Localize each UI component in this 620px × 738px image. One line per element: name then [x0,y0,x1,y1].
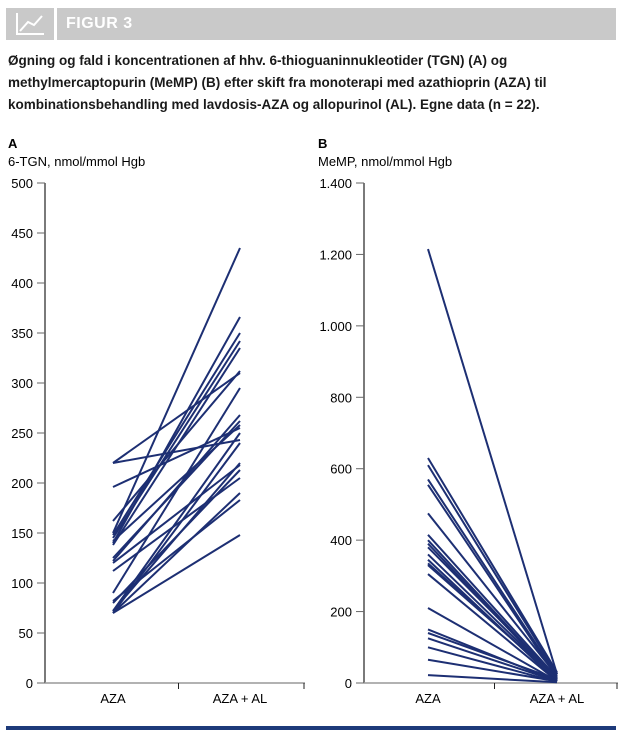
y-tick-label-pa: 100 [11,576,33,591]
y-tick-label-pa: 400 [11,276,33,291]
y-tick-label-pa: 300 [11,376,33,391]
y-tick-label-pb: 1.200 [319,247,352,262]
series-line-pb [427,512,558,677]
header-divider [54,8,57,40]
y-tick-label-pb: 200 [330,605,352,620]
y-tick-label-pb: 800 [330,390,352,405]
y-tick-label-pb: 1.000 [319,319,352,334]
series-line-pa [112,442,241,614]
series-line-pb [427,534,558,679]
y-axis-label-pb: MeMP, nmol/mmol Hgb [318,154,452,169]
series-line-pb [427,464,558,675]
figure-caption: Øgning og fald i koncentrationen af hhv.… [8,53,547,112]
y-tick-label-pa: 500 [11,176,33,191]
series-line-pa [112,534,241,614]
series-line-pa [112,492,241,614]
y-tick-label-pb: 0 [345,676,352,691]
x-tick-label-pb: AZA + AL [530,691,585,706]
series-line-pb [427,573,558,682]
series-line-pb [427,646,558,683]
series-line-pa [112,372,241,464]
y-tick-label-pa: 50 [19,626,33,641]
y-tick-label-pa: 0 [26,676,33,691]
figure-title: FIGUR 3 [66,15,133,32]
series-line-pb [427,674,558,684]
series-line-pa [112,432,241,612]
series-line-pb [427,564,558,680]
y-tick-label-pa: 250 [11,426,33,441]
series-line-pb [427,484,558,679]
bottom-rule [6,726,616,730]
x-tick-label-pa: AZA + AL [213,691,268,706]
panel-label-pb: B [318,136,327,151]
y-tick-label-pa: 150 [11,526,33,541]
y-tick-label-pa: 350 [11,326,33,341]
panel-label-pa: A [8,136,18,151]
series-line-pa [112,414,241,562]
series-line-pa [112,316,241,544]
series-line-pa [112,332,241,536]
y-tick-label-pa: 200 [11,476,33,491]
series-line-pb [427,658,558,683]
series-line-pb [427,248,558,675]
y-tick-label-pb: 600 [330,462,352,477]
series-line-pb [427,457,558,673]
series-line-pa [112,247,241,534]
figure-header: FIGUR 3 [6,8,616,40]
y-tick-label-pb: 1.400 [319,176,352,191]
series-line-pb [427,478,558,677]
series-line-pb [427,637,558,683]
series-line-pb [427,543,558,681]
y-axis-label-pa: 6-TGN, nmol/mmol Hgb [8,154,145,169]
series-line-pa [112,347,241,546]
y-tick-label-pa: 450 [11,226,33,241]
x-tick-label-pb: AZA [415,691,441,706]
series-line-pb [427,632,558,681]
series-line-pa [112,464,241,564]
series-line-pb [427,607,558,683]
x-tick-label-pa: AZA [100,691,126,706]
y-tick-label-pb: 400 [330,533,352,548]
line-chart-icon [16,13,44,35]
series-line-pa [112,387,241,594]
